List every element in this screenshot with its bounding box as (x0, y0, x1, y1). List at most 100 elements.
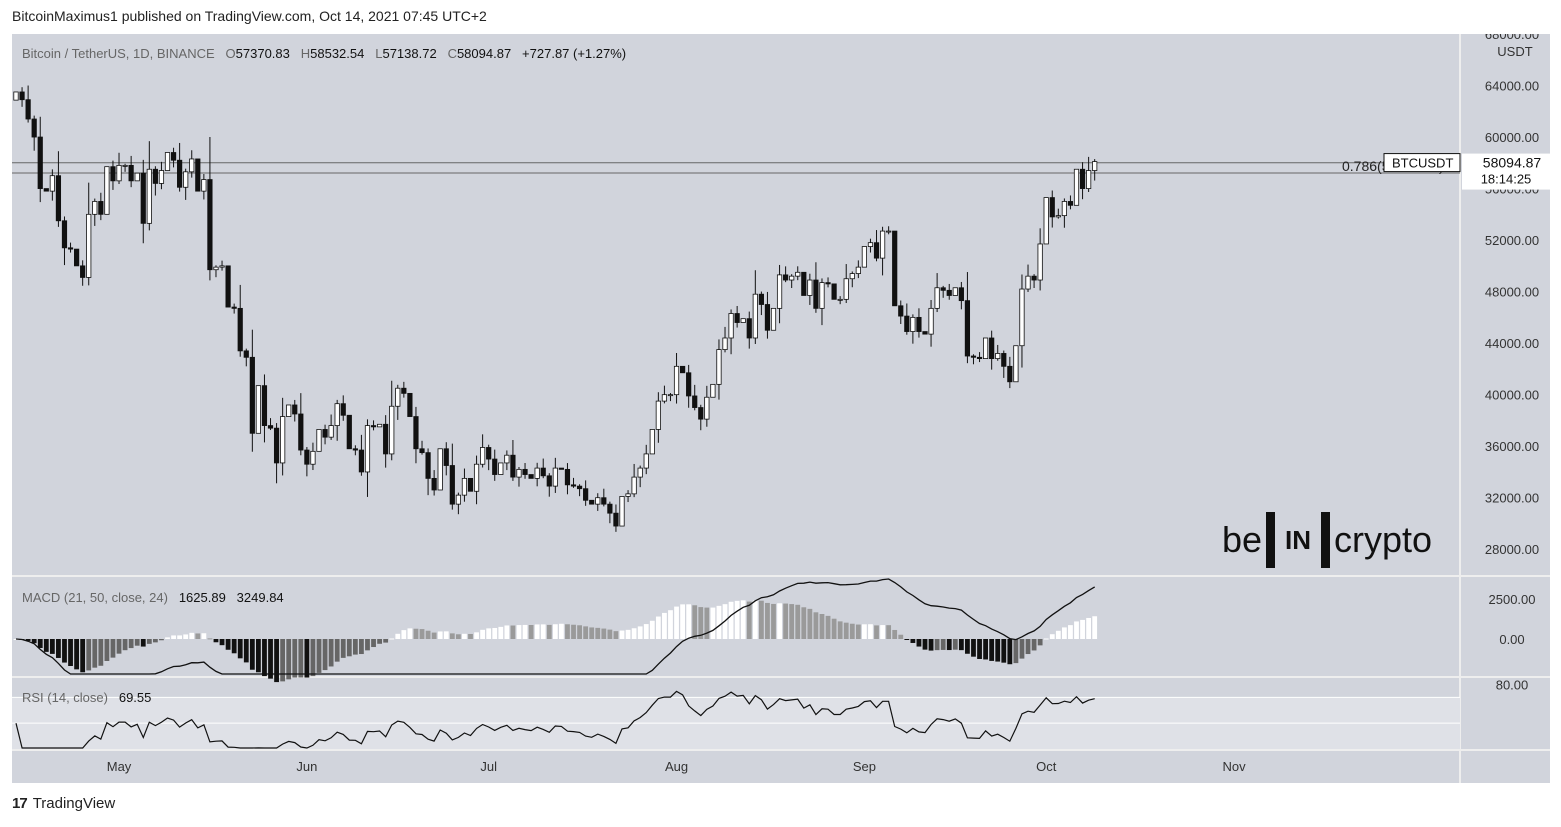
x-tick-label: Sep (853, 759, 876, 774)
macd-hist-bar (728, 601, 734, 639)
candle (158, 170, 165, 184)
macd-hist-bar (752, 600, 758, 639)
y-tick-label: 68000.00 (1485, 34, 1539, 42)
chart-svg[interactable]: 68000.0064000.0060000.0056000.0052000.00… (12, 34, 1550, 783)
candle (904, 315, 910, 332)
candle (995, 353, 1001, 360)
candle (661, 394, 668, 402)
candle (480, 447, 486, 465)
macd-hist-bar (256, 639, 261, 673)
macd-hist-bar (807, 608, 813, 639)
macd-hist-bar (340, 639, 346, 658)
macd-hist-bar (777, 603, 782, 639)
macd-hist-bar (746, 601, 752, 639)
macd-hist-bar (801, 607, 807, 639)
macd-hist-bar (631, 628, 637, 639)
macd-hist-bar (128, 639, 134, 649)
candle (922, 331, 928, 335)
candle (431, 477, 437, 491)
candle (486, 447, 492, 460)
candle (1079, 168, 1086, 189)
candle (716, 349, 722, 385)
macd-hist-bar (910, 639, 916, 643)
macd-hist-bar (213, 639, 219, 643)
candle (189, 158, 195, 173)
macd-hist-bar (862, 624, 867, 639)
candle (564, 468, 571, 486)
macd-hist-bar (765, 602, 770, 639)
macd-hist-bar (468, 633, 473, 639)
candle (310, 450, 316, 465)
candle (1007, 365, 1013, 383)
macd-hist-bar (874, 625, 879, 639)
macd-hist-bar (771, 603, 776, 639)
macd-hist-bar (371, 639, 376, 648)
candle (43, 188, 49, 192)
candle (673, 365, 680, 396)
macd-hist-bar (92, 639, 98, 668)
candle (892, 230, 898, 307)
macd-hist-bar (662, 612, 667, 639)
macd-hist-bar (146, 639, 152, 644)
candle (413, 416, 419, 450)
candle (752, 293, 758, 339)
candle (552, 467, 558, 487)
y-tick-label: 52000.00 (1485, 233, 1539, 248)
candle (1025, 275, 1031, 290)
macd-hist-bar (140, 639, 146, 647)
y-tick-label: 48000.00 (1485, 285, 1539, 300)
macd-hist-bar (958, 639, 964, 651)
candle (195, 158, 201, 192)
watermark-in-box: IN (1266, 512, 1331, 568)
macd-hist-bar (389, 638, 395, 640)
macd-hist-bar (989, 639, 995, 661)
candle (461, 477, 468, 496)
candle (340, 403, 346, 416)
macd-legend: MACD (21, 50, close, 24) 1625.89 3249.84 (22, 590, 284, 605)
y-tick-label: 40000.00 (1485, 388, 1539, 403)
candle (1001, 353, 1007, 367)
candle (376, 423, 383, 428)
candle (970, 355, 977, 358)
macd-hist-bar (892, 629, 898, 639)
candle (976, 356, 983, 359)
candle (170, 152, 177, 161)
macd-hist-bar (262, 639, 267, 677)
macd-hist-bar (783, 603, 789, 639)
candle (928, 307, 934, 335)
macd-hist-bar (377, 639, 382, 644)
candle (698, 407, 704, 420)
candle (389, 405, 395, 455)
macd-title: MACD (21, 50, close, 24) (22, 590, 168, 605)
price-tag-price: 58094.87 (1483, 155, 1542, 171)
candle (801, 271, 807, 296)
x-tick-label: Jul (480, 759, 497, 774)
macd-hist-bar (183, 634, 189, 639)
candle (334, 403, 340, 426)
candle (576, 485, 583, 490)
tradingview-footer[interactable]: 17 TradingView (12, 795, 115, 812)
candle (540, 467, 546, 477)
candle (637, 467, 643, 478)
legend-open-label: O (225, 46, 236, 61)
candle (916, 316, 922, 332)
macd-hist-bar (813, 612, 819, 639)
candle (776, 274, 783, 309)
candle (492, 458, 498, 475)
macd-hist-bar (334, 639, 340, 662)
x-tick-label: May (107, 759, 132, 774)
macd-hist-bar (710, 607, 716, 639)
rsi-line (15, 690, 1095, 749)
chart-area[interactable]: 68000.0064000.0060000.0056000.0052000.00… (12, 34, 1550, 783)
candle (364, 425, 371, 473)
legend-symbol: Bitcoin / TetherUS, 1D, BINANCE (22, 46, 215, 61)
rsi-legend: RSI (14, close) 69.55 (22, 690, 151, 705)
candle (322, 429, 328, 438)
macd-hist-bar (286, 639, 292, 680)
macd-hist-bar (843, 622, 849, 639)
candle (704, 396, 710, 420)
candle (328, 425, 334, 438)
macd-hist-bar (704, 607, 710, 639)
legend-high: 58532.54 (310, 46, 365, 61)
candle (601, 497, 607, 505)
